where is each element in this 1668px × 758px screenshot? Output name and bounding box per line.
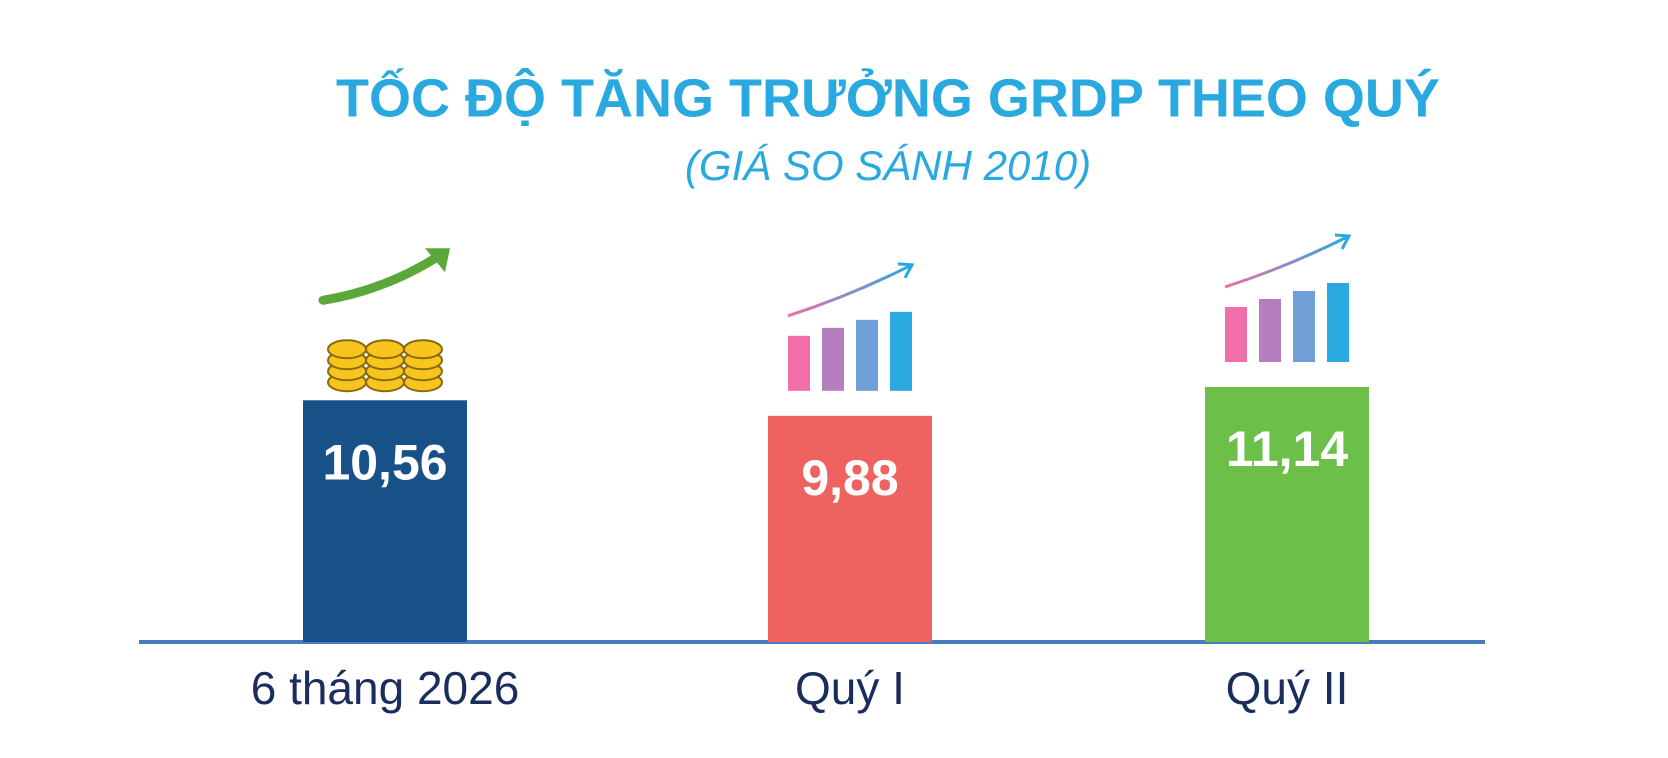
bar: [303, 400, 467, 642]
x-tick-label: Quý II: [1226, 662, 1349, 714]
icon-bar: [1327, 283, 1349, 362]
coins-icon: [318, 248, 450, 393]
icon-bar: [1293, 291, 1315, 362]
x-tick-label: 6 tháng 2026: [251, 662, 520, 714]
growth-icon: [787, 262, 915, 391]
growth-icon: [1224, 233, 1352, 362]
value-label: 9,88: [801, 450, 898, 506]
arrow-head: [1334, 233, 1352, 250]
arrow: [318, 250, 445, 305]
icon-bar: [1225, 307, 1247, 362]
coin: [403, 339, 443, 360]
chart-title: TỐC ĐỘ TĂNG TRƯỞNG GRDP THEO QUÝ: [336, 67, 1440, 128]
arrow: [787, 264, 911, 318]
arrow-head: [897, 262, 915, 279]
x-tick-label: Quý I: [795, 662, 905, 714]
icon-bar: [822, 327, 844, 391]
arrow-head: [425, 248, 450, 273]
icon-bar: [856, 319, 878, 391]
arrow: [1224, 235, 1348, 289]
bar: [1205, 387, 1369, 642]
bar: [768, 415, 932, 642]
value-label: 11,14: [1226, 421, 1349, 477]
icon-bar: [1259, 299, 1281, 362]
value-label: 10,56: [322, 434, 447, 490]
chart-subtitle: (GIÁ SO SÁNH 2010): [685, 142, 1091, 189]
coin: [365, 339, 405, 360]
icon-bar: [788, 335, 810, 391]
icon-bar: [890, 311, 912, 391]
coin: [327, 339, 367, 360]
